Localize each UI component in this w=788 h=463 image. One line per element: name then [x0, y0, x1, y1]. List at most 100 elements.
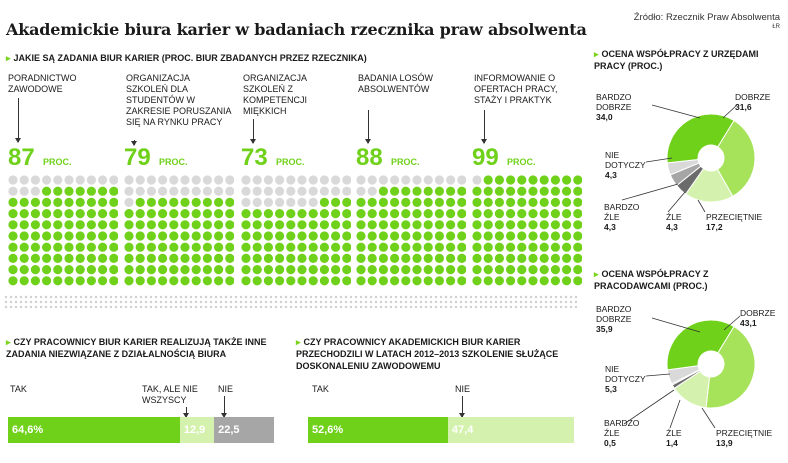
dot-empty: [457, 175, 466, 185]
dot-filled: [109, 231, 118, 241]
dot-empty: [252, 197, 262, 207]
dot-filled: [53, 220, 63, 230]
dot-filled: [124, 242, 134, 252]
dot-empty: [124, 186, 134, 196]
dot-filled: [367, 197, 377, 207]
dot-filled: [412, 242, 422, 252]
dot-filled: [506, 265, 516, 275]
dot-filled: [180, 265, 190, 275]
dot-filled: [98, 242, 108, 252]
arrow-bullet-icon: ▸: [594, 49, 599, 59]
dot-filled: [64, 231, 74, 241]
dot-filled: [263, 276, 273, 286]
dot-filled: [472, 209, 482, 219]
pie2-value-5: 5,3: [605, 384, 617, 394]
dot-filled: [297, 276, 307, 286]
pie2-value-0: 35,9: [596, 324, 613, 334]
dot-filled: [53, 265, 63, 275]
dot-empty: [146, 186, 156, 196]
dot-filled: [331, 209, 341, 219]
dot-filled: [539, 276, 549, 286]
pie1-value-3: 4,3: [666, 222, 678, 232]
pie1-value-2: 17,2: [706, 222, 723, 232]
dot-grid-2: [241, 175, 351, 286]
dot-empty: [109, 175, 118, 185]
bar-segment-tak: 64,6%: [8, 417, 180, 443]
dot-filled: [214, 253, 224, 263]
dot-filled: [191, 231, 201, 241]
dot-filled: [109, 209, 118, 219]
dot-filled: [8, 231, 18, 241]
dot-filled: [30, 231, 40, 241]
dot-filled: [297, 231, 307, 241]
task-label-1: ORGANIZACJA SZKOLEŃ DLA STUDENTÓW W ZAKR…: [126, 73, 232, 127]
dot-filled: [158, 231, 168, 241]
pie2-label-0: BARDZO DOBRZE: [596, 304, 632, 324]
dot-filled: [494, 209, 504, 219]
dot-filled: [390, 242, 400, 252]
dot-filled: [75, 220, 85, 230]
dot-filled: [30, 276, 40, 286]
pie2-chart: [666, 319, 756, 409]
dot-empty: [158, 175, 168, 185]
dot-filled: [263, 253, 273, 263]
dot-filled: [494, 220, 504, 230]
dot-filled: [202, 220, 212, 230]
dot-grid-0: [8, 175, 118, 286]
dot-filled: [319, 231, 329, 241]
dot-filled: [191, 253, 201, 263]
dot-filled: [401, 265, 411, 275]
dot-filled: [319, 242, 329, 252]
dot-filled: [275, 265, 285, 275]
dot-filled: [342, 209, 351, 219]
dot-filled: [539, 220, 549, 230]
dot-filled: [550, 265, 560, 275]
dot-empty: [124, 197, 134, 207]
dot-filled: [19, 231, 29, 241]
dot-filled: [434, 209, 444, 219]
dot-filled: [494, 186, 504, 196]
training-heading-text: Czy pracownicy akademickich biur karier …: [296, 337, 559, 371]
dot-filled: [202, 265, 212, 275]
dot-empty: [275, 175, 285, 185]
dot-empty: [180, 186, 190, 196]
dot-filled: [539, 231, 549, 241]
dot-filled: [53, 276, 63, 286]
dot-filled: [275, 242, 285, 252]
author-initials: ŁR: [772, 24, 780, 30]
dot-empty: [225, 186, 234, 196]
dot-empty: [401, 175, 411, 185]
dot-filled: [135, 242, 145, 252]
dot-filled: [446, 265, 456, 275]
dot-filled: [286, 265, 296, 275]
dot-empty: [252, 186, 262, 196]
dot-filled: [135, 276, 145, 286]
dot-filled: [146, 209, 156, 219]
arrow-icon: [15, 98, 21, 143]
arrow-bullet-icon: ▸: [594, 269, 599, 279]
task-value-2: 73: [241, 144, 268, 171]
dot-filled: [390, 231, 400, 241]
dot-filled: [75, 186, 85, 196]
pie1-label-4: BARDZO ŹLE: [604, 202, 640, 222]
dot-empty: [241, 186, 251, 196]
task-value-3: 88: [356, 144, 383, 171]
dot-empty: [378, 175, 388, 185]
dot-filled: [494, 231, 504, 241]
dot-filled: [109, 242, 118, 252]
dot-filled: [135, 253, 145, 263]
dot-filled: [30, 242, 40, 252]
dot-empty: [202, 175, 212, 185]
dot-filled: [401, 209, 411, 219]
dot-filled: [573, 220, 582, 230]
dot-filled: [390, 197, 400, 207]
dot-filled: [573, 197, 582, 207]
other-tasks-heading: ▸ Czy pracownicy biur karier realizują ta…: [6, 336, 284, 360]
dot-filled: [53, 197, 63, 207]
dot-filled: [158, 197, 168, 207]
arrow-icon: [131, 140, 137, 146]
dot-filled: [367, 209, 377, 219]
dot-empty: [64, 175, 74, 185]
dot-empty: [42, 175, 52, 185]
dot-filled: [550, 186, 560, 196]
